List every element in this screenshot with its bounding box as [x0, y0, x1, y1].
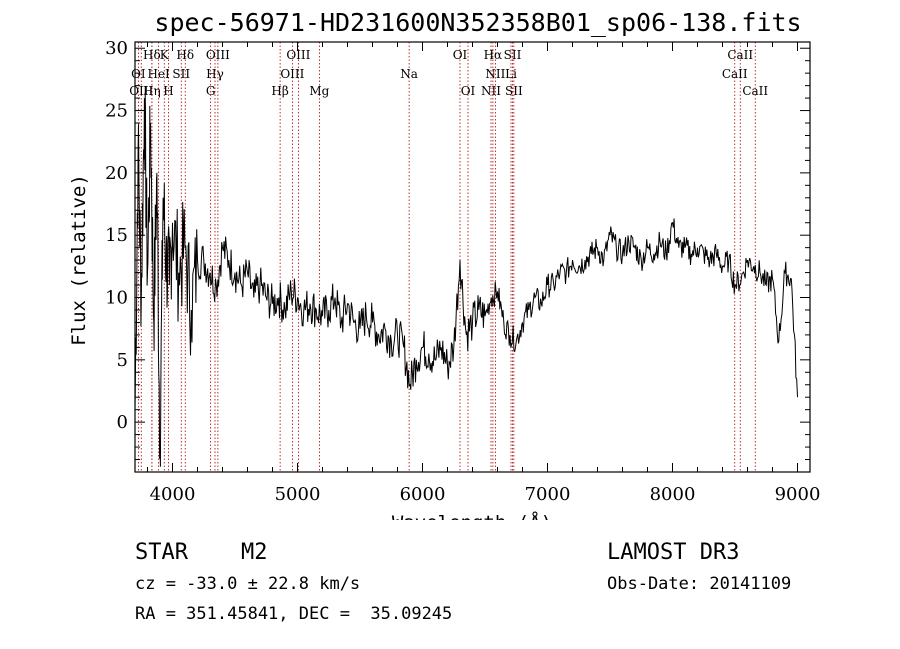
x-tick-label: 4000: [150, 484, 196, 505]
spectral-line-label: OIII: [206, 48, 230, 62]
spectral-line-label: NII: [485, 67, 505, 81]
spectral-line-label: OI: [131, 67, 146, 81]
spectral-line-label: G: [206, 84, 216, 98]
spectral-line-label: CaII: [742, 84, 768, 98]
x-axis-ticks: 4000 5000 6000 7000 8000 9000: [147, 42, 821, 505]
x-tick-label: 6000: [400, 484, 446, 505]
x-tick-label: 7000: [525, 484, 571, 505]
spectral-line-label: SII: [172, 67, 190, 81]
spectral-line-label: Hγ: [206, 67, 224, 81]
spectral-line-label: SII: [505, 84, 523, 98]
flux-series-line: [134, 92, 798, 467]
y-axis-label: Flux (relative): [68, 174, 90, 346]
chart-title: spec-56971-HD231600N352358B01_sp06-138.f…: [154, 8, 801, 37]
spectral-line-label: NII: [481, 84, 501, 98]
spectral-line-label: H: [163, 84, 173, 98]
spectral-line-label: OIII: [280, 67, 304, 81]
object-type: STAR M2: [135, 540, 268, 565]
y-tick-label: 25: [105, 101, 128, 122]
spectral-line-label: K: [160, 48, 170, 62]
y-tick-label: 20: [105, 163, 128, 184]
y-tick-label: 15: [105, 225, 128, 246]
observation-date: Obs-Date: 20141109: [607, 574, 792, 594]
spectral-line-label: OI: [453, 48, 468, 62]
spectral-line-label: CaII: [727, 48, 753, 62]
x-tick-label: 9000: [775, 484, 821, 505]
spectral-line-label: OI: [461, 84, 476, 98]
x-axis-label: Wavelength (Å): [392, 511, 552, 520]
spectral-line-label: OIII: [286, 48, 310, 62]
spectral-line-label: SII: [504, 48, 522, 62]
redshift-velocity: cz = -33.0 ± 22.8 km/s: [135, 574, 361, 594]
spectral-line-label: Hδ: [176, 48, 194, 62]
spectral-line-label: Hδ: [143, 48, 161, 62]
y-tick-label: 5: [117, 350, 128, 371]
spectral-line-label: Hα: [484, 48, 503, 62]
spectral-line-label: Na: [400, 67, 418, 81]
y-axis-ticks: 0 5 10 15 20 25 30: [105, 38, 810, 461]
x-tick-label: 5000: [275, 484, 321, 505]
spectral-line-label: HeI: [147, 67, 170, 81]
spectrum-chart: spec-56971-HD231600N352358B01_sp06-138.f…: [68, 8, 821, 520]
x-tick-label: 8000: [650, 484, 696, 505]
spectral-line-label: Hβ: [271, 84, 288, 98]
y-tick-label: 30: [105, 38, 128, 59]
coordinates: RA = 351.45841, DEC = 35.09245: [135, 604, 453, 624]
y-tick-label: 0: [117, 412, 128, 433]
y-tick-label: 10: [105, 288, 128, 309]
spectral-line-label: Mg: [309, 84, 329, 98]
spectral-line-label: CaII: [722, 67, 748, 81]
spectral-line-label: Hη: [143, 84, 161, 98]
spectral-line-label: Li: [505, 67, 517, 81]
survey-name: LAMOST DR3: [607, 540, 740, 565]
